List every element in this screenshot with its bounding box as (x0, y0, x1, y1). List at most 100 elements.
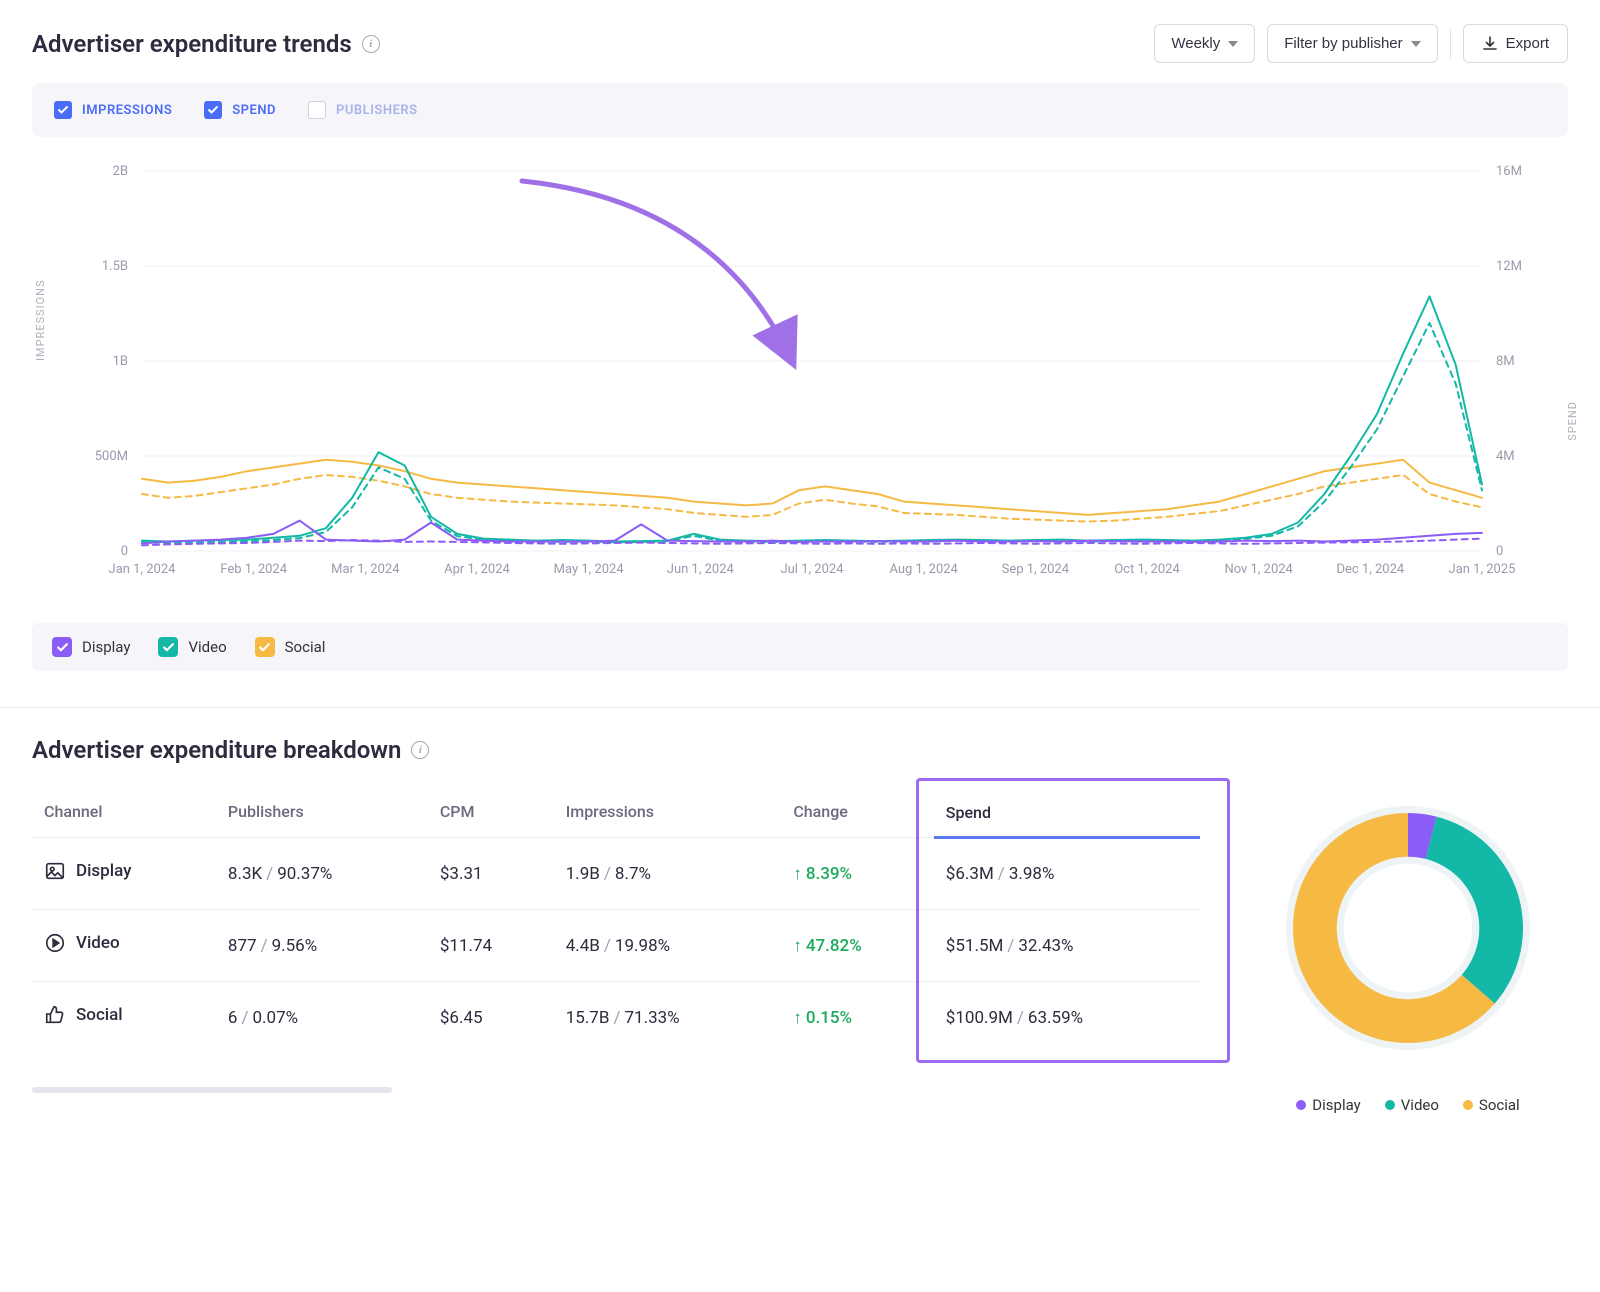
y-right-label: SPEND (1566, 401, 1579, 441)
table-body: Display8.3K/90.37%$3.311.9B/8.7%↑8.39%$6… (32, 838, 1200, 1054)
image-icon (44, 860, 66, 882)
checkbox-icon (52, 637, 72, 657)
col-channel[interactable]: Channel (32, 788, 216, 838)
channel-name: Social (76, 1005, 123, 1025)
col-impressions[interactable]: Impressions (554, 788, 782, 838)
trends-title-wrap: Advertiser expenditure trends i (32, 30, 380, 58)
checkbox-icon (158, 637, 178, 657)
svg-text:Dec 1, 2024: Dec 1, 2024 (1336, 562, 1404, 577)
y-left-label: IMPRESSIONS (34, 279, 47, 361)
publisher-filter-label: Filter by publisher (1284, 35, 1402, 52)
impressions-pct: 19.98% (615, 936, 670, 956)
info-icon[interactable]: i (362, 35, 380, 53)
horizontal-scrollbar[interactable] (32, 1087, 392, 1093)
arrow-up-icon: ↑ (793, 936, 802, 956)
svg-text:Jun 1, 2024: Jun 1, 2024 (667, 562, 735, 577)
export-label: Export (1506, 35, 1549, 52)
chip-publishers[interactable]: PUBLISHERS (308, 101, 418, 119)
donut-area: Display Video Social (1248, 788, 1568, 1114)
spend-value: $100.9M (946, 1008, 1013, 1028)
spend-value: $51.5M (946, 936, 1004, 956)
divider (1450, 30, 1451, 58)
spend-pct: 32.43% (1018, 936, 1073, 956)
export-button[interactable]: Export (1463, 24, 1568, 63)
spend-value: $6.3M (946, 864, 994, 884)
trends-header: Advertiser expenditure trends i Weekly F… (32, 24, 1568, 63)
section-divider (0, 707, 1600, 708)
cpm-value: $11.74 (428, 910, 554, 982)
download-icon (1482, 36, 1498, 52)
chip-label: PUBLISHERS (336, 103, 418, 118)
trends-chart-svg: 0500M1B1.5B2B04M8M12M16MJan 1, 2024Feb 1… (32, 161, 1552, 611)
trends-actions: Weekly Filter by publisher Export (1154, 24, 1568, 63)
publishers-pct: 0.07% (252, 1008, 298, 1028)
donut-legend-display: Display (1296, 1096, 1360, 1114)
col-change[interactable]: Change (781, 788, 933, 838)
svg-text:Aug 1, 2024: Aug 1, 2024 (889, 562, 958, 577)
legend-social[interactable]: Social (255, 637, 326, 657)
thumb-icon (44, 1004, 66, 1026)
svg-text:500M: 500M (95, 449, 128, 464)
change-value: 0.15% (806, 1008, 852, 1028)
svg-text:Feb 1, 2024: Feb 1, 2024 (220, 562, 287, 577)
chip-label: IMPRESSIONS (82, 103, 172, 118)
publishers-pct: 9.56% (272, 936, 318, 956)
trends-title: Advertiser expenditure trends (32, 30, 352, 58)
svg-text:May 1, 2024: May 1, 2024 (554, 562, 625, 577)
table-row[interactable]: Display8.3K/90.37%$3.311.9B/8.7%↑8.39%$6… (32, 838, 1200, 910)
impressions-value: 1.9B (566, 864, 600, 884)
checkbox-icon (308, 101, 326, 119)
svg-text:Nov 1, 2024: Nov 1, 2024 (1224, 562, 1293, 577)
spend-pct: 63.59% (1028, 1008, 1083, 1028)
change-value: 47.82% (806, 936, 862, 956)
svg-text:4M: 4M (1496, 449, 1515, 464)
col-spend[interactable]: Spend (934, 788, 1200, 838)
svg-text:0: 0 (1496, 544, 1503, 559)
donut-legend-social: Social (1463, 1096, 1520, 1114)
dot-icon (1385, 1100, 1395, 1110)
legend-display[interactable]: Display (52, 637, 130, 657)
series-legend: Display Video Social (32, 623, 1568, 671)
col-publishers[interactable]: Publishers (216, 788, 428, 838)
dot-icon (1296, 1100, 1306, 1110)
svg-text:12M: 12M (1496, 259, 1522, 274)
svg-text:Jan 1, 2024: Jan 1, 2024 (109, 562, 177, 577)
chevron-down-icon (1228, 41, 1238, 47)
arrow-up-icon: ↑ (793, 1008, 802, 1028)
change-value: 8.39% (806, 864, 852, 884)
metric-chip-bar: IMPRESSIONS SPEND PUBLISHERS (32, 83, 1568, 137)
svg-text:Apr 1, 2024: Apr 1, 2024 (444, 562, 510, 577)
impressions-pct: 8.7% (615, 864, 651, 884)
period-dropdown[interactable]: Weekly (1154, 24, 1255, 63)
trends-chart: IMPRESSIONS SPEND 0500M1B1.5B2B04M8M12M1… (32, 161, 1568, 611)
impressions-value: 15.7B (566, 1008, 610, 1028)
svg-text:8M: 8M (1496, 354, 1515, 369)
table-header-row: Channel Publishers CPM Impressions Chang… (32, 788, 1200, 838)
legend-video[interactable]: Video (158, 637, 226, 657)
legend-label: Video (188, 638, 226, 656)
svg-text:0: 0 (121, 544, 128, 559)
breakdown-wrap: Channel Publishers CPM Impressions Chang… (32, 788, 1568, 1114)
chip-spend[interactable]: SPEND (204, 101, 276, 119)
publishers-value: 877 (228, 936, 257, 956)
spend-pct: 3.98% (1009, 864, 1055, 884)
donut-legend: Display Video Social (1296, 1096, 1519, 1114)
impressions-value: 4.4B (566, 936, 600, 956)
table-row[interactable]: Social6/0.07%$6.4515.7B/71.33%↑0.15%$100… (32, 982, 1200, 1054)
col-cpm[interactable]: CPM (428, 788, 554, 838)
svg-text:Mar 1, 2024: Mar 1, 2024 (331, 562, 400, 577)
publishers-value: 6 (228, 1008, 238, 1028)
period-label: Weekly (1171, 35, 1220, 52)
dot-icon (1463, 1100, 1473, 1110)
svg-text:2B: 2B (113, 164, 128, 179)
legend-label: Display (82, 638, 130, 656)
breakdown-title: Advertiser expenditure breakdown (32, 736, 401, 764)
table-row[interactable]: Video877/9.56%$11.744.4B/19.98%↑47.82%$5… (32, 910, 1200, 982)
publisher-filter-dropdown[interactable]: Filter by publisher (1267, 24, 1437, 63)
svg-text:16M: 16M (1496, 164, 1522, 179)
info-icon[interactable]: i (411, 741, 429, 759)
chip-label: SPEND (232, 103, 276, 118)
chip-impressions[interactable]: IMPRESSIONS (54, 101, 172, 119)
checkbox-icon (204, 101, 222, 119)
svg-text:1.5B: 1.5B (102, 259, 128, 274)
